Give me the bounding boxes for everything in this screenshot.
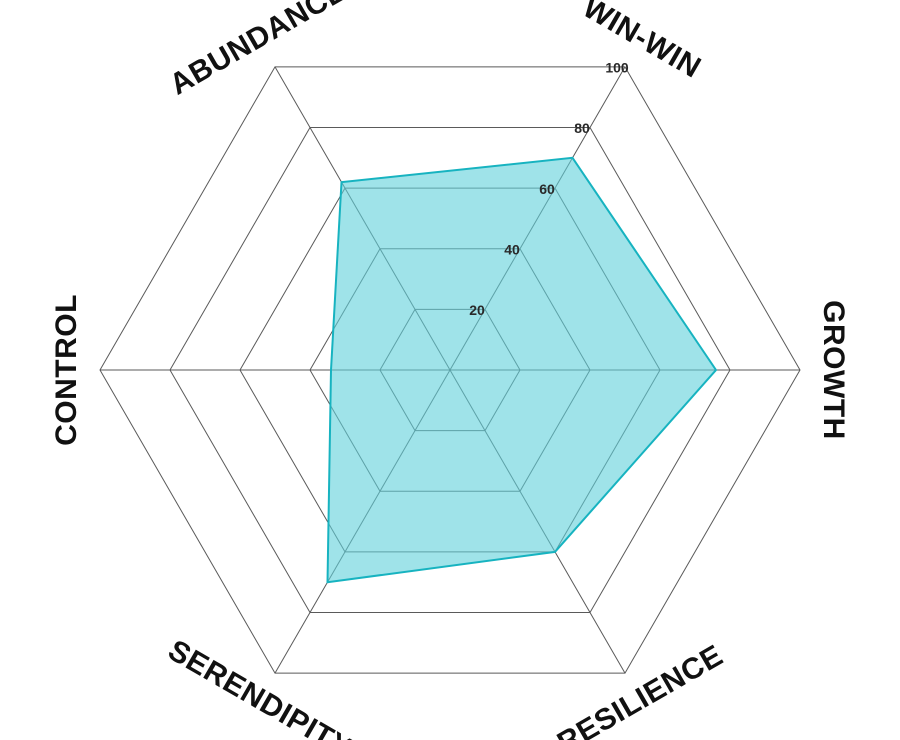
axis-label-win-win: WIN-WIN (577, 0, 706, 85)
axis-label-serendipity: SERENDIPITY (163, 634, 358, 740)
axis-label-growth: GROWTH (817, 300, 850, 440)
series-area-0 (326, 156, 718, 584)
tick-label-20: 20 (469, 302, 485, 318)
axis-label-control: CONTROL (50, 294, 83, 446)
radar-series (326, 156, 718, 584)
tick-label-100: 100 (605, 60, 629, 76)
radar-tick-labels: 20 40 60 80 100 (469, 60, 629, 318)
axis-label-abundance: ABUNDANCE (164, 0, 352, 102)
tick-label-60: 60 (539, 181, 555, 197)
tick-label-80: 80 (574, 120, 590, 136)
tick-label-40: 40 (504, 242, 520, 258)
axis-label-resilience: RESILIENCE (552, 639, 729, 740)
